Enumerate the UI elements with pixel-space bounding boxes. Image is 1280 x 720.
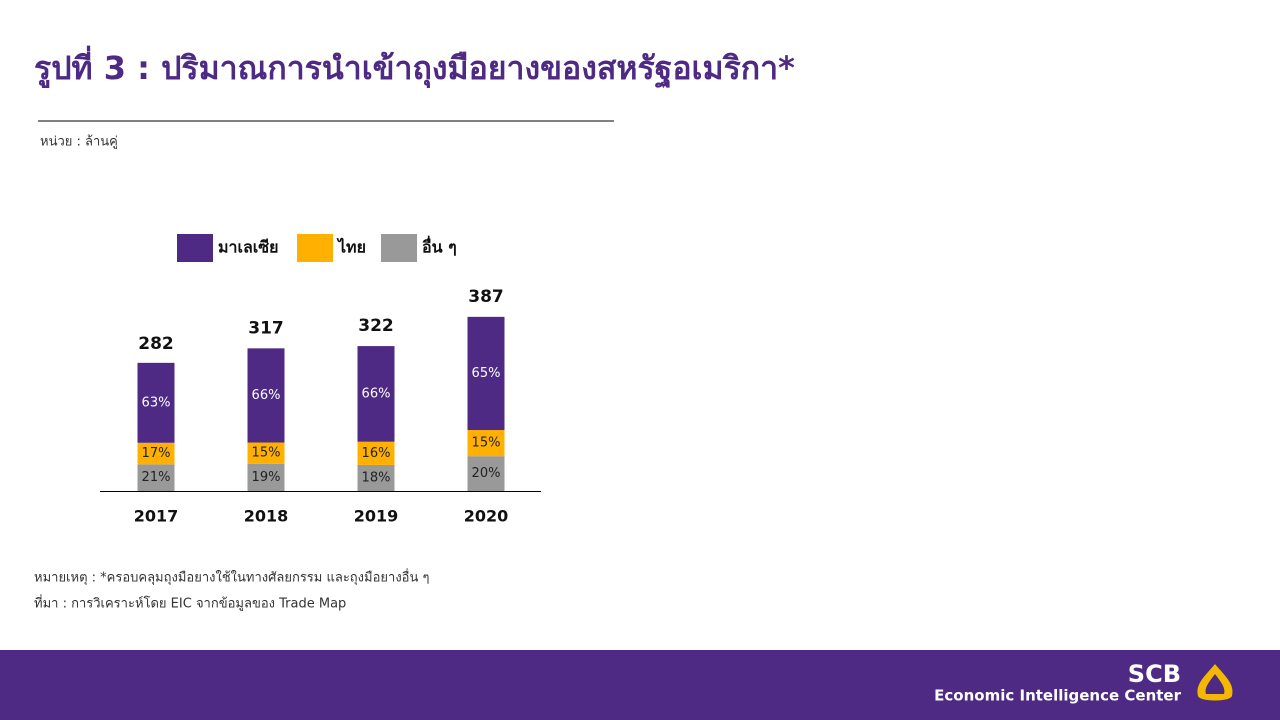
segment-label: 17%: [142, 446, 171, 461]
segment-label: 18%: [362, 470, 391, 485]
legend-swatch: [297, 234, 333, 262]
title: รูปที่ 3 : ปริมาณการนำเข้าถุงมือยางของสห…: [34, 45, 795, 89]
x-tick-label: 2018: [244, 507, 289, 526]
total-label: 317: [248, 318, 284, 338]
bar-segment: [467, 430, 505, 457]
segment-label: 19%: [252, 470, 281, 485]
bar-segment: [247, 442, 285, 464]
bar-segment: [467, 316, 505, 431]
legend-label: มาเลเซีย: [218, 238, 279, 257]
legend-swatch: [381, 234, 417, 262]
bar-segment: [357, 464, 395, 491]
bar-segment: [137, 362, 175, 443]
bar-segment: [247, 463, 285, 491]
total-label: 322: [358, 316, 394, 336]
segment-label: 16%: [362, 446, 391, 461]
source: ที่มา : การวิเคราะห์โดย EIC จากข้อมูลของ…: [34, 595, 346, 612]
segment-label: 15%: [252, 446, 281, 461]
footer-band: [0, 650, 1280, 720]
legend-swatch: [177, 234, 213, 262]
segment-label: 65%: [472, 366, 501, 381]
footer-brand: SCB: [1128, 660, 1181, 688]
x-tick-label: 2019: [354, 507, 399, 526]
segment-label: 66%: [252, 388, 281, 403]
legend-label: ไทย: [336, 238, 366, 257]
bar-segment: [137, 464, 175, 491]
x-tick-label: 2017: [134, 507, 179, 526]
segment-label: 63%: [142, 395, 171, 410]
segment-label: 20%: [472, 466, 501, 481]
total-label: 387: [468, 287, 504, 307]
bar-segment: [357, 346, 395, 442]
footer-logo: [1197, 664, 1233, 701]
bar-segment: [357, 441, 395, 465]
x-tick-label: 2020: [464, 507, 509, 526]
segment-label: 66%: [362, 386, 391, 401]
segment-label: 21%: [142, 470, 171, 485]
bar-segment: [247, 348, 285, 443]
segment-label: 15%: [472, 436, 501, 451]
bar-segment: [137, 442, 175, 465]
bar-segment: [467, 456, 505, 491]
legend-label: อื่น ๆ: [422, 236, 457, 257]
total-label: 282: [138, 334, 174, 354]
footer-unit: Economic Intelligence Center: [934, 687, 1181, 705]
note: หมายเหตุ : *ครอบคลุมถุงมือยางใช้ในทางศัล…: [34, 569, 429, 586]
unit-label: หน่วย : ล้านคู่: [40, 135, 118, 150]
